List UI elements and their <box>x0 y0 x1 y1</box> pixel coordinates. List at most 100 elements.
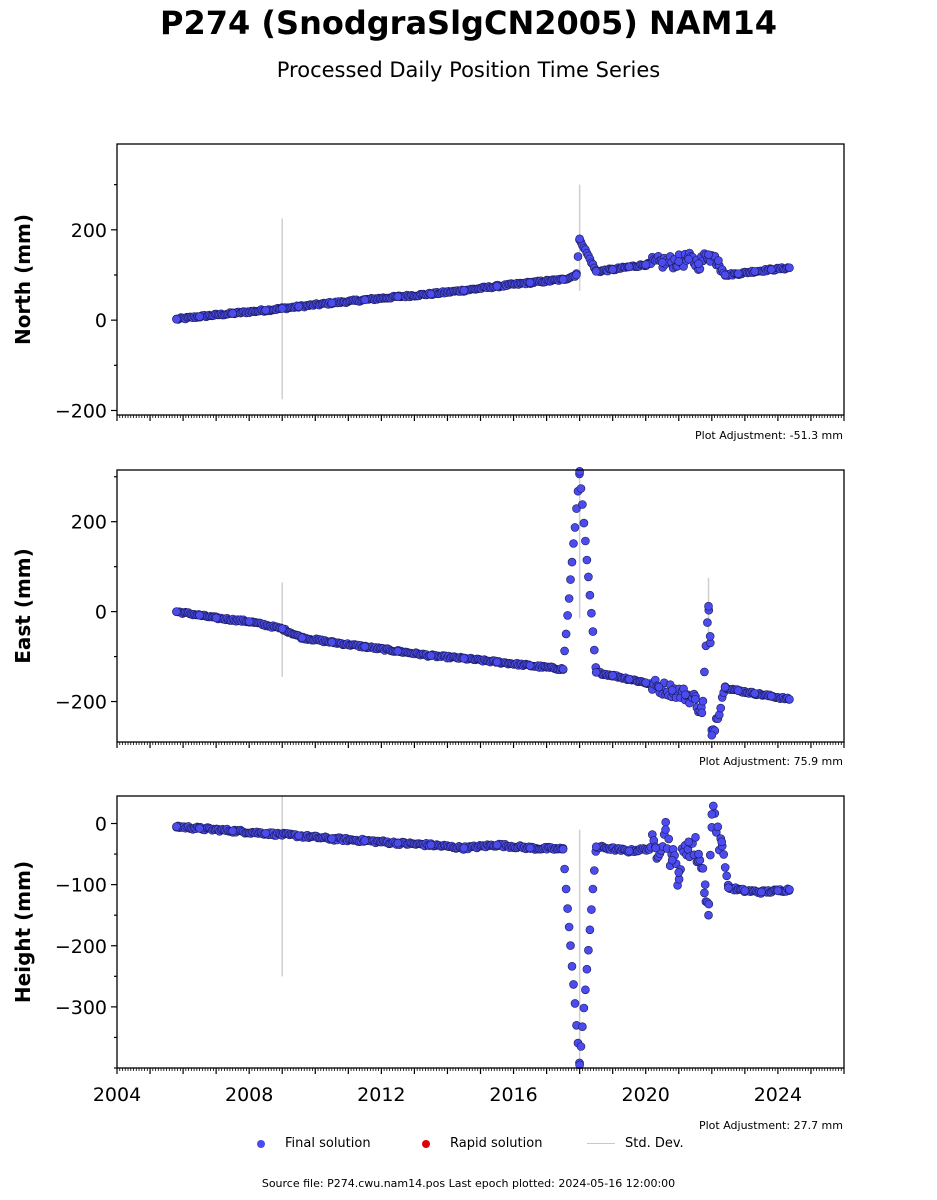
final-solution-point-2-21 <box>694 849 703 859</box>
panel-frame-2 <box>116 795 845 1069</box>
final-solution-point-1-26 <box>707 730 717 740</box>
data-point <box>691 832 700 842</box>
data-point <box>698 863 708 873</box>
final-solution-point-2-28 <box>757 887 766 897</box>
final-solution-point-2-18 <box>667 855 677 865</box>
data-point <box>566 575 575 584</box>
final-solution-point-1-6 <box>327 637 337 647</box>
final-solution-point-0-19 <box>641 260 651 269</box>
data-point <box>564 594 574 603</box>
rapid-solution-marker-icon <box>422 1139 430 1148</box>
data-point <box>569 980 578 989</box>
final-solution-point-2-10 <box>492 840 502 850</box>
data-point <box>570 523 580 532</box>
final-solution-point-1-29 <box>750 689 760 698</box>
final-solution-point-2-23 <box>704 910 713 920</box>
data-point <box>589 866 599 875</box>
final-solution-point-1-23 <box>697 708 707 718</box>
final-solution-point-2-30 <box>785 885 794 894</box>
chart-title: P274 (SnodgraSlgCN2005) NAM14 <box>160 4 777 42</box>
final-solution-point-1-19 <box>654 682 664 692</box>
data-point <box>567 961 577 971</box>
data-point <box>576 484 586 493</box>
final-solution-point-0-20 <box>657 258 667 267</box>
final-solution-point-2-9 <box>459 843 469 853</box>
final-solution-point-0-16 <box>591 267 601 276</box>
data-point <box>719 850 729 859</box>
north-plot-adjustment: Plot Adjustment: -51.3 mm <box>695 429 843 442</box>
final-solution-point-0-9 <box>426 289 436 299</box>
panel-frame-1 <box>116 469 845 743</box>
legend-std-dev-label: Std. Dev. <box>625 1136 684 1151</box>
final-solution-point-1-22 <box>690 694 700 704</box>
final-solution-point-0-21 <box>674 257 684 266</box>
final-solution-point-1-0 <box>172 607 181 616</box>
final-solution-point-2-8 <box>426 840 436 850</box>
final-solution-point-1-9 <box>426 651 436 660</box>
y-tick-label-0-2: 200 <box>71 220 107 242</box>
data-point <box>587 905 596 914</box>
data-point <box>661 817 671 827</box>
final-solution-point-0-18 <box>624 262 634 272</box>
final-solution-point-0-11 <box>492 281 502 291</box>
y-tick-label-0-0: −200 <box>55 400 107 422</box>
y-tick-label-0-1: 0 <box>95 310 107 332</box>
final-solution-point-0-24 <box>704 250 713 259</box>
legend-rapid-solution-label: Rapid solution <box>450 1136 543 1151</box>
data-point <box>581 536 590 546</box>
final-solution-point-1-18 <box>641 678 651 687</box>
final-solution-point-0-17 <box>608 265 617 274</box>
final-solution-point-2-25 <box>717 837 727 847</box>
data-point <box>589 645 599 655</box>
data-point <box>698 696 708 706</box>
final-solution-point-2-3 <box>261 828 271 838</box>
final-solution-point-0-5 <box>294 302 304 311</box>
final-solution-point-0-2 <box>228 309 237 318</box>
final-solution-point-1-8 <box>393 646 403 656</box>
data-point <box>584 572 593 582</box>
final-solution-point-0-28 <box>750 267 760 276</box>
final-solution-point-0-23 <box>694 259 703 268</box>
legend-std-dev: Std. Dev. <box>587 1136 684 1151</box>
final-solution-point-1-16 <box>608 671 617 680</box>
data-point <box>705 850 715 860</box>
data-point <box>578 500 587 509</box>
data-point <box>588 627 598 636</box>
y-tick-label-2-3: 0 <box>95 814 107 836</box>
x-tick-label-1: 2008 <box>225 1084 273 1106</box>
chart-subtitle: Processed Daily Position Time Series <box>276 58 661 82</box>
y-tick-label-1-1: 0 <box>95 602 107 624</box>
legend-final-solution: Final solution <box>257 1136 371 1151</box>
final-solution-point-1-25 <box>705 632 715 641</box>
data-point <box>579 1003 589 1013</box>
final-solution-point-2-20 <box>684 837 693 847</box>
final-solution-point-2-0 <box>172 822 181 831</box>
data-point <box>560 864 569 874</box>
final-solution-point-2-5 <box>327 834 337 844</box>
data-point <box>720 863 730 872</box>
final-solution-point-2-7 <box>393 838 403 848</box>
data-point <box>664 834 674 844</box>
final-solution-point-2-1 <box>195 824 204 833</box>
final-solution-point-1-17 <box>624 674 634 684</box>
final-solution-point-2-15 <box>624 846 634 856</box>
final-solution-point-0-3 <box>261 305 271 315</box>
y-axis-label-0: North (mm) <box>11 214 35 345</box>
east-plot-adjustment: Plot Adjustment: 75.9 mm <box>698 755 843 768</box>
final-solution-point-1-3 <box>244 617 254 626</box>
final-solution-marker-icon <box>257 1139 265 1148</box>
data-point <box>585 590 595 600</box>
data-point <box>569 539 578 548</box>
data-point <box>713 822 723 832</box>
x-tick-label-5: 2024 <box>754 1084 802 1106</box>
final-solution-point-0-6 <box>327 298 337 308</box>
data-point <box>567 557 577 567</box>
final-solution-point-1-24 <box>704 601 713 611</box>
legend-rapid-solution: Rapid solution <box>422 1136 542 1151</box>
final-solution-point-2-16 <box>651 843 660 853</box>
final-solution-point-0-26 <box>720 270 730 280</box>
y-tick-label-1-2: 200 <box>71 512 107 534</box>
final-solution-point-1-14 <box>575 467 584 476</box>
final-solution-point-2-27 <box>740 886 750 896</box>
data-point <box>563 611 572 620</box>
